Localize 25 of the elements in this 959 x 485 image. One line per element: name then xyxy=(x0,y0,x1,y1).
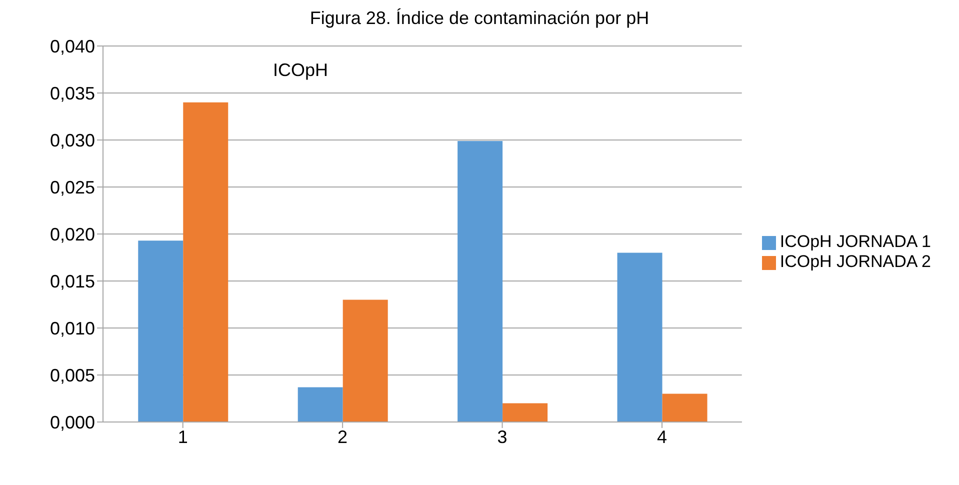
x-tick-label: 4 xyxy=(656,426,667,447)
annotation: ICOpH xyxy=(273,60,328,81)
y-tick-label: 0,015 xyxy=(50,271,95,292)
y-tick-label: 0,020 xyxy=(50,224,95,244)
bar xyxy=(138,240,184,422)
x-tick-label: 2 xyxy=(338,426,348,447)
bar xyxy=(183,102,228,422)
legend-label: ICOpH JORNADA 1 xyxy=(780,232,931,251)
y-tick-label: 0,010 xyxy=(50,318,95,338)
chart-title: Figura 28. Índice de contaminación por pH xyxy=(308,8,650,30)
y-tick-label: 0,040 xyxy=(50,36,95,56)
bar xyxy=(458,140,503,422)
y-tick-label: 0,000 xyxy=(50,412,95,432)
y-tick-label: 0,025 xyxy=(50,177,95,198)
bar xyxy=(662,394,708,422)
legend-label: ICOpH JORNADA 2 xyxy=(780,252,931,271)
bar xyxy=(617,252,662,422)
y-tick-label: 0,035 xyxy=(50,83,95,104)
bar xyxy=(298,387,343,422)
x-tick-label: 1 xyxy=(178,426,188,447)
bar xyxy=(502,403,548,422)
bar xyxy=(342,300,388,422)
x-tick-label: 3 xyxy=(497,426,508,447)
y-tick-label: 0,005 xyxy=(50,365,95,386)
y-tick-label: 0,030 xyxy=(50,130,95,150)
